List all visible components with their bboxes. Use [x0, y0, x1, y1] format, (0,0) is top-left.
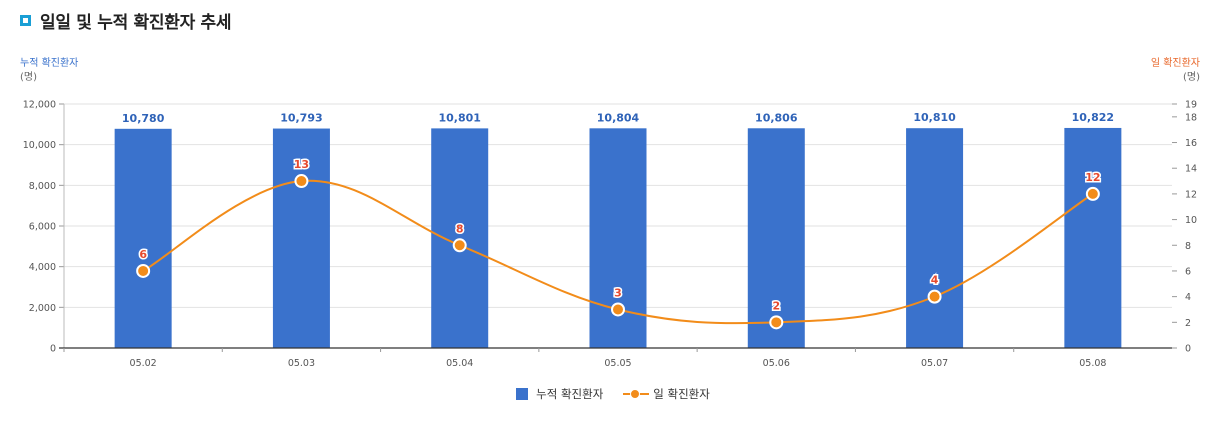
left-tick-label: 6,000	[29, 222, 56, 233]
left-tick-label: 10,000	[23, 140, 56, 151]
right-tick-label: 16	[1185, 138, 1197, 149]
line-value-label: 2	[772, 299, 780, 312]
line-point	[611, 302, 625, 317]
legend-line-swatch	[623, 388, 650, 400]
right-tick-label: 10	[1185, 215, 1197, 226]
line-point	[136, 263, 151, 278]
bar-value-label: 10,806	[755, 111, 798, 124]
right-tick-label: 0	[1185, 344, 1191, 355]
legend-label-cumulative: 누적 확진환자	[536, 387, 604, 401]
right-tick-label: 4	[1185, 292, 1191, 303]
bar	[906, 128, 964, 348]
bar	[747, 128, 805, 348]
line-point	[452, 238, 467, 253]
line-point	[927, 289, 942, 304]
bar-value-label: 10,810	[913, 111, 956, 124]
right-tick-label: 6	[1185, 266, 1191, 277]
bar	[431, 128, 489, 348]
right-tick-label: 2	[1185, 318, 1191, 329]
bar	[272, 128, 330, 348]
x-tick-label: 05.02	[130, 358, 157, 369]
page-title: 일일 및 누적 확진환자 추세	[40, 13, 232, 33]
square-bullet-icon	[20, 15, 31, 26]
right-tick-label: 19	[1185, 100, 1197, 111]
right-tick-label: 14	[1185, 164, 1197, 175]
bar-value-label: 10,804	[597, 111, 640, 124]
line-value-label: 6	[139, 248, 147, 261]
right-tick-label: 12	[1185, 189, 1197, 200]
line-value-label: 12	[1085, 171, 1100, 184]
x-tick-label: 05.05	[604, 358, 631, 369]
right-axis-unit: (명)	[1183, 71, 1200, 83]
left-axis-title: 누적 확진환자	[20, 57, 78, 69]
right-tick-label: 8	[1185, 241, 1191, 252]
left-tick-label: 4,000	[29, 262, 56, 273]
left-tick-label: 2,000	[29, 303, 56, 314]
bar-value-label: 10,801	[438, 111, 480, 124]
legend-bar-swatch	[516, 388, 529, 400]
right-tick-label: 18	[1185, 112, 1197, 123]
legend-label-daily: 일 확진환자	[653, 387, 710, 401]
line-value-label: 8	[456, 222, 464, 235]
left-tick-label: 0	[50, 344, 56, 355]
legend-item-daily[interactable]: 일 확진환자	[623, 386, 710, 402]
x-tick-label: 05.08	[1079, 358, 1106, 369]
right-axis-title: 일 확진환자	[1151, 57, 1200, 69]
x-tick-label: 05.06	[763, 358, 790, 369]
x-tick-label: 05.03	[288, 358, 315, 369]
left-tick-label: 12,000	[23, 100, 56, 111]
left-tick-label: 8,000	[29, 181, 56, 192]
legend-item-cumulative[interactable]: 누적 확진환자	[516, 386, 603, 402]
combo-chart: 누적 확진환자 (명) 일 확진환자 (명) 0 2,000 4,000 6,000 8…	[20, 57, 1200, 369]
line-point	[1085, 186, 1100, 201]
bar	[1064, 127, 1122, 348]
chart-legend: 누적 확진환자 일 확진환자	[0, 386, 1226, 402]
bar	[114, 128, 172, 348]
line-point	[769, 315, 784, 330]
line-value-label: 3	[614, 286, 622, 299]
x-tick-label: 05.04	[446, 358, 473, 369]
bar-value-label: 10,822	[1072, 111, 1114, 124]
chart-title-block: 일일 및 누적 확진환자 추세	[20, 8, 232, 33]
left-axis-unit: (명)	[20, 71, 37, 83]
bar-value-label: 10,793	[280, 112, 322, 125]
line-point	[294, 174, 309, 189]
line-value-label: 13	[294, 158, 309, 171]
x-tick-label: 05.07	[921, 358, 948, 369]
line-value-label: 4	[931, 274, 939, 287]
bar-value-label: 10,780	[122, 112, 165, 125]
